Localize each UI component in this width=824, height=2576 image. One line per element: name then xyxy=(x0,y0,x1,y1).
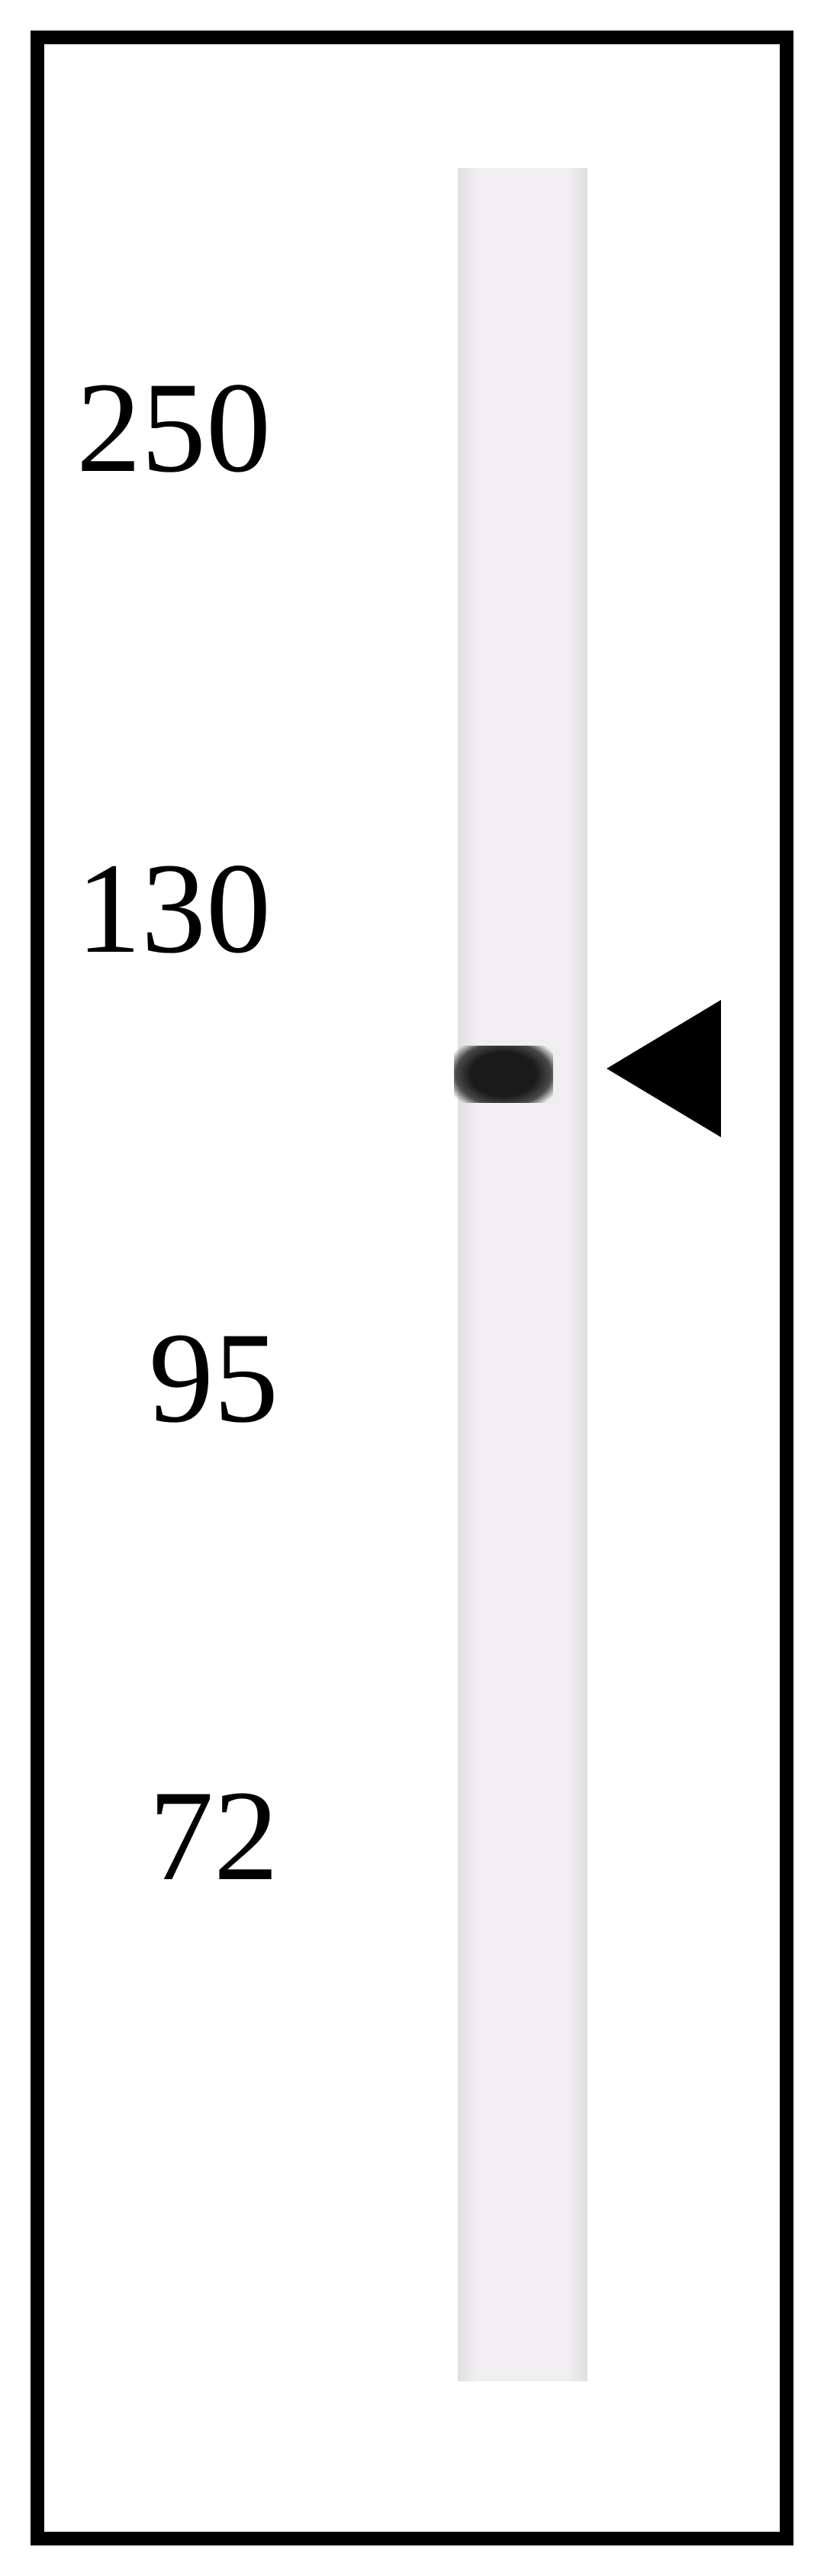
protein-band xyxy=(454,1046,553,1103)
band-arrow-marker xyxy=(607,1000,721,1137)
mw-label-130: 130 xyxy=(76,843,271,973)
gel-lane xyxy=(458,168,587,2381)
mw-label-95: 95 xyxy=(149,1313,278,1443)
mw-label-250: 250 xyxy=(76,363,271,492)
mw-label-72: 72 xyxy=(149,1771,278,1901)
